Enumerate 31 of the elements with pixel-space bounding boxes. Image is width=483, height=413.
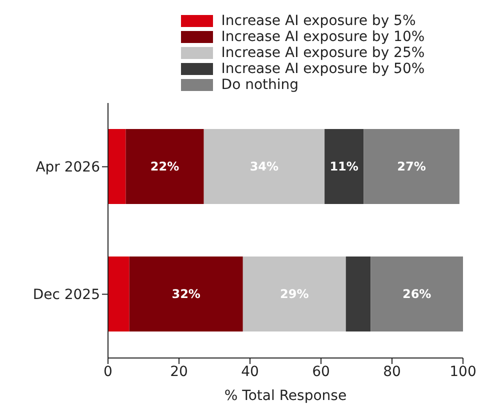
y-tick-label: Dec 2025 (32, 287, 100, 304)
data-label: 27% (397, 160, 426, 174)
legend-label: Increase AI exposure by 10% (220, 29, 425, 45)
legend-label: Increase AI exposure by 25% (220, 45, 425, 61)
bar (129, 256, 243, 332)
y-tick-label: Apr 2026 (36, 160, 100, 176)
bar (346, 256, 371, 332)
data-label: 32% (172, 287, 200, 301)
bar (242, 256, 346, 332)
bar (370, 256, 463, 332)
legend-label: Increase AI exposure by 50% (220, 61, 425, 77)
data-label: 34% (250, 160, 279, 174)
x-tick-label: 60 (312, 364, 330, 380)
bar (204, 129, 325, 204)
x-tick-label: 40 (241, 364, 259, 380)
x-axis-title: % Total Response (224, 388, 347, 404)
x-tick-label: 20 (170, 364, 188, 380)
bar (126, 129, 204, 204)
data-label: 26% (402, 287, 432, 301)
bar (324, 129, 364, 204)
bar (108, 129, 126, 204)
data-label: 29% (280, 287, 309, 301)
bar (108, 256, 130, 332)
data-label: 22% (150, 160, 180, 174)
legend-label: Increase AI exposure by 5% (220, 13, 416, 29)
x-tick-label: 80 (383, 364, 401, 380)
legend-label: Do nothing (220, 77, 299, 93)
bar (364, 129, 460, 204)
data-label: 11% (330, 160, 358, 174)
x-tick-label: 0 (104, 364, 112, 380)
x-tick-label: 100 (450, 364, 476, 380)
